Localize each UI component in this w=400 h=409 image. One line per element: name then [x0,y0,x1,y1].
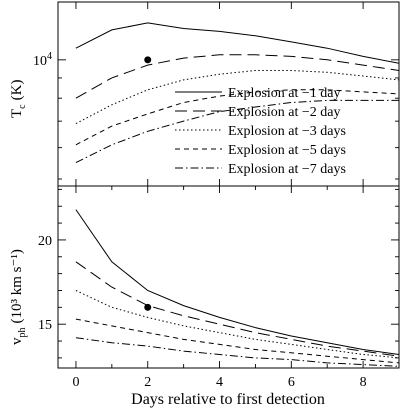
bottom-series-line-2 [75,261,400,357]
top-ytick-label: 104 [33,51,52,69]
bottom-series-line-1 [75,209,400,355]
top-series-line-2 [75,54,400,99]
bottom-panel-frame [57,185,400,369]
legend-label-4: Explosion at −5 days [228,143,346,158]
top-ylabel: Tc(K) [9,80,28,118]
legend-label-5: Explosion at −7 days [228,162,346,177]
xtick-label-0: 0 [72,375,79,390]
legend-label-3: Explosion at −3 days [228,124,346,139]
top-data-point-marker [144,56,152,64]
top-plot-area: 104 [33,2,400,186]
bottom-ytick-label-0: 15 [38,318,52,333]
bottom-series-line-4 [75,318,400,364]
bottom-series-line-5 [75,337,400,367]
xtick-label-4: 8 [360,375,367,390]
legend-label-2: Explosion at −2 day [228,105,341,120]
bottom-data-point-marker [144,303,152,311]
xtick-label-1: 2 [144,375,151,390]
bottom-series-line-3 [75,290,400,359]
top-series-line-1 [75,22,400,64]
bottom-ylabel: vph(10³ km s⁻¹) [9,249,28,345]
top-series-line-5 [75,99,399,164]
xtick-label-3: 6 [288,375,295,390]
legend: Explosion at −1 day Explosion at −2 day Ex… [175,86,346,177]
legend-label-1: Explosion at −1 day [228,86,341,101]
xlabel: Days relative to first detection [131,391,325,408]
bottom-ytick-label-1: 20 [38,234,52,249]
bottom-plot-area: 15 20 0 2 4 6 8 [38,186,400,390]
xtick-label-2: 4 [216,375,223,390]
